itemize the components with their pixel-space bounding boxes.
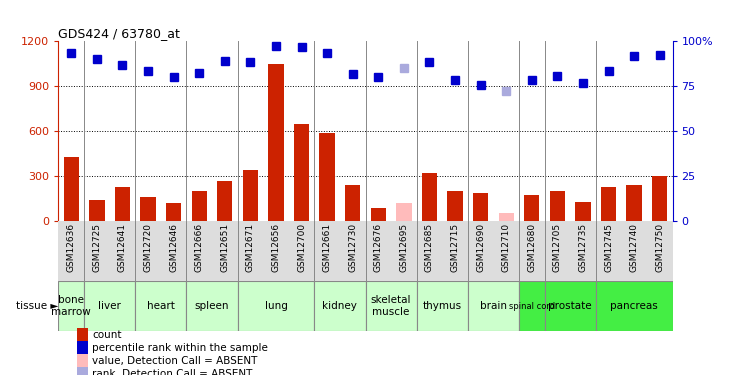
Text: GSM12695: GSM12695	[399, 223, 409, 272]
Text: GSM12651: GSM12651	[220, 223, 230, 272]
Text: brain: brain	[480, 301, 507, 311]
Text: GSM12676: GSM12676	[374, 223, 383, 272]
Bar	[84, 281, 135, 331]
Text: spinal cord: spinal cord	[509, 302, 555, 311]
Bar	[135, 281, 186, 331]
Bar	[192, 191, 207, 221]
Bar	[89, 200, 105, 221]
Text: GDS424 / 63780_at: GDS424 / 63780_at	[58, 27, 181, 40]
Bar	[626, 185, 642, 221]
Bar	[596, 281, 673, 331]
Bar	[140, 197, 156, 221]
Bar	[550, 191, 565, 221]
Text: percentile rank within the sample: percentile rank within the sample	[92, 343, 268, 353]
Text: GSM12730: GSM12730	[348, 223, 357, 272]
Text: GSM12636: GSM12636	[67, 223, 76, 272]
Text: GSM12671: GSM12671	[246, 223, 255, 272]
Bar	[243, 170, 258, 221]
Text: count: count	[92, 330, 122, 340]
Bar	[396, 203, 412, 221]
Bar	[77, 328, 88, 342]
Text: GSM12685: GSM12685	[425, 223, 434, 272]
Bar	[652, 176, 667, 221]
Text: GSM12646: GSM12646	[169, 223, 178, 272]
Bar	[294, 124, 309, 221]
Text: GSM12745: GSM12745	[604, 223, 613, 272]
Bar	[601, 187, 616, 221]
Text: kidney: kidney	[322, 301, 357, 311]
Text: GSM12656: GSM12656	[271, 223, 281, 272]
Bar	[366, 281, 417, 331]
Text: GSM12690: GSM12690	[476, 223, 485, 272]
Bar	[468, 281, 519, 331]
Text: lung: lung	[265, 301, 287, 311]
Text: rank, Detection Call = ABSENT: rank, Detection Call = ABSENT	[92, 369, 253, 375]
Text: GSM12750: GSM12750	[655, 223, 664, 272]
Bar	[58, 281, 84, 331]
Bar	[77, 341, 88, 355]
Text: tissue ►: tissue ►	[16, 301, 58, 311]
Bar	[499, 213, 514, 221]
Text: heart: heart	[147, 301, 175, 311]
Text: GSM12641: GSM12641	[118, 223, 127, 272]
Text: GSM12740: GSM12740	[629, 223, 639, 272]
Bar	[64, 157, 79, 221]
Bar	[268, 64, 284, 221]
Bar	[115, 187, 130, 221]
Text: GSM12705: GSM12705	[553, 223, 562, 272]
Text: skeletal
muscle: skeletal muscle	[371, 296, 412, 317]
Bar	[345, 185, 360, 221]
Text: GSM12720: GSM12720	[143, 223, 153, 272]
Bar	[545, 281, 596, 331]
Bar	[186, 281, 238, 331]
Text: pancreas: pancreas	[610, 301, 658, 311]
Bar	[217, 181, 232, 221]
Bar	[238, 281, 314, 331]
Bar	[314, 281, 366, 331]
Text: GSM12725: GSM12725	[92, 223, 102, 272]
Text: GSM12735: GSM12735	[578, 223, 588, 272]
Text: GSM12715: GSM12715	[450, 223, 460, 272]
Bar	[575, 202, 591, 221]
Bar	[77, 367, 88, 375]
Text: bone
marrow: bone marrow	[51, 296, 91, 317]
Text: spleen: spleen	[194, 301, 230, 311]
Bar	[77, 354, 88, 368]
Bar	[166, 203, 181, 221]
Text: GSM12700: GSM12700	[297, 223, 306, 272]
Bar	[417, 281, 468, 331]
Bar	[422, 173, 437, 221]
Bar	[524, 195, 539, 221]
Bar	[473, 193, 488, 221]
Text: value, Detection Call = ABSENT: value, Detection Call = ABSENT	[92, 356, 257, 366]
Bar	[371, 208, 386, 221]
Bar	[447, 191, 463, 221]
Text: liver: liver	[98, 301, 121, 311]
Bar	[519, 281, 545, 331]
Text: prostate: prostate	[548, 301, 592, 311]
Text: GSM12710: GSM12710	[501, 223, 511, 272]
Text: thymus: thymus	[423, 301, 462, 311]
Bar	[319, 133, 335, 221]
Text: GSM12666: GSM12666	[194, 223, 204, 272]
Text: GSM12680: GSM12680	[527, 223, 537, 272]
Text: GSM12661: GSM12661	[322, 223, 332, 272]
